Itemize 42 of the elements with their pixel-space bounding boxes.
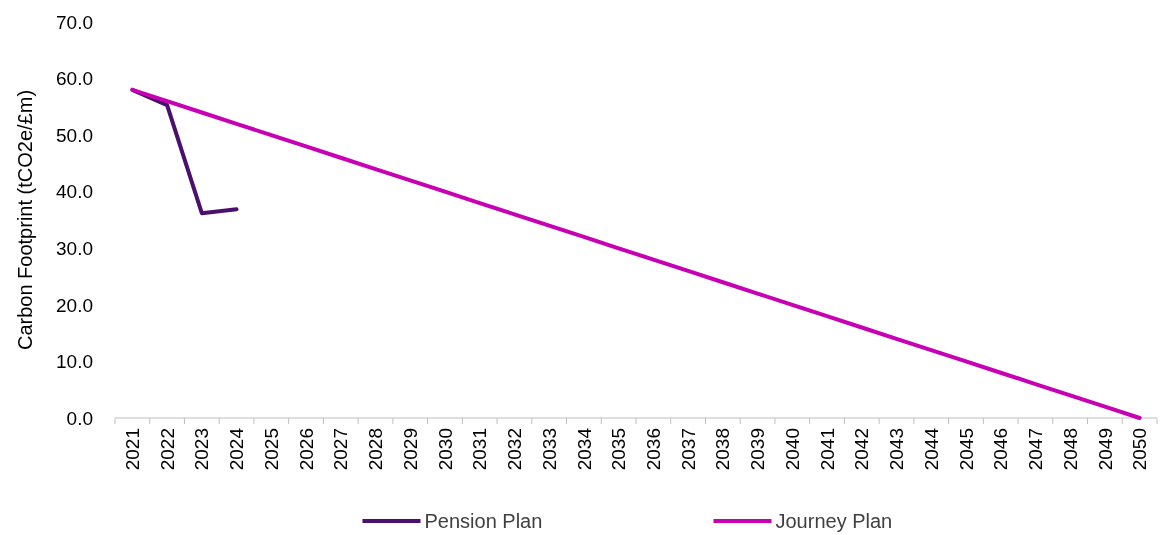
x-tick-label: 2037 <box>677 428 699 471</box>
x-tick-label: 2045 <box>955 428 977 471</box>
x-tick-label: 2049 <box>1094 428 1116 471</box>
x-tick-label: 2046 <box>990 428 1012 471</box>
x-tick-label: 2042 <box>851 428 873 471</box>
x-tick-label: 2024 <box>226 427 248 471</box>
x-tick-label: 2023 <box>191 428 213 471</box>
x-tick-label: 2044 <box>920 427 942 471</box>
y-tick-label: 50.0 <box>56 124 93 146</box>
x-tick-label: 2040 <box>781 428 803 471</box>
x-tick-label: 2025 <box>260 428 282 471</box>
y-tick-label: 70.0 <box>56 11 93 33</box>
y-tick-label: 10.0 <box>56 351 93 373</box>
y-tick-label: 30.0 <box>56 237 93 259</box>
line-series <box>130 87 1142 420</box>
y-tick-label: 60.0 <box>56 68 93 90</box>
x-tick-label: 2043 <box>886 428 908 471</box>
x-tick-label: 2039 <box>747 428 769 471</box>
legend-label: Pension Plan <box>424 510 543 532</box>
y-tick-label: 0.0 <box>66 407 93 429</box>
x-tick-label: 2034 <box>573 427 595 471</box>
x-tick-label: 2031 <box>469 428 491 471</box>
x-tick-label: 2033 <box>538 428 560 471</box>
x-tick-label: 2028 <box>365 428 387 471</box>
x-tick-label: 2038 <box>712 428 734 471</box>
x-tick-label: 2026 <box>295 428 317 471</box>
x-tick-label: 2029 <box>399 428 421 471</box>
x-tick-label: 2048 <box>1059 428 1081 471</box>
x-tick-label: 2030 <box>434 428 456 471</box>
y-tick-label: 40.0 <box>56 181 93 203</box>
y-tick-label: 20.0 <box>56 294 93 316</box>
x-tick-label: 2047 <box>1025 428 1047 471</box>
x-tick-label: 2050 <box>1129 428 1151 471</box>
x-tick-label: 2021 <box>122 428 144 471</box>
legend-label: Journey Plan <box>775 510 893 532</box>
y-axis-title: Carbon Footprint (tCO2e/£m) <box>14 89 36 351</box>
x-tick-label: 2027 <box>330 428 352 471</box>
x-tick-label: 2036 <box>643 428 665 471</box>
x-tick-label: 2035 <box>608 428 630 471</box>
x-tick-label: 2022 <box>156 428 178 471</box>
x-tick-label: 2041 <box>816 428 838 471</box>
x-tick-label: 2032 <box>504 428 526 471</box>
